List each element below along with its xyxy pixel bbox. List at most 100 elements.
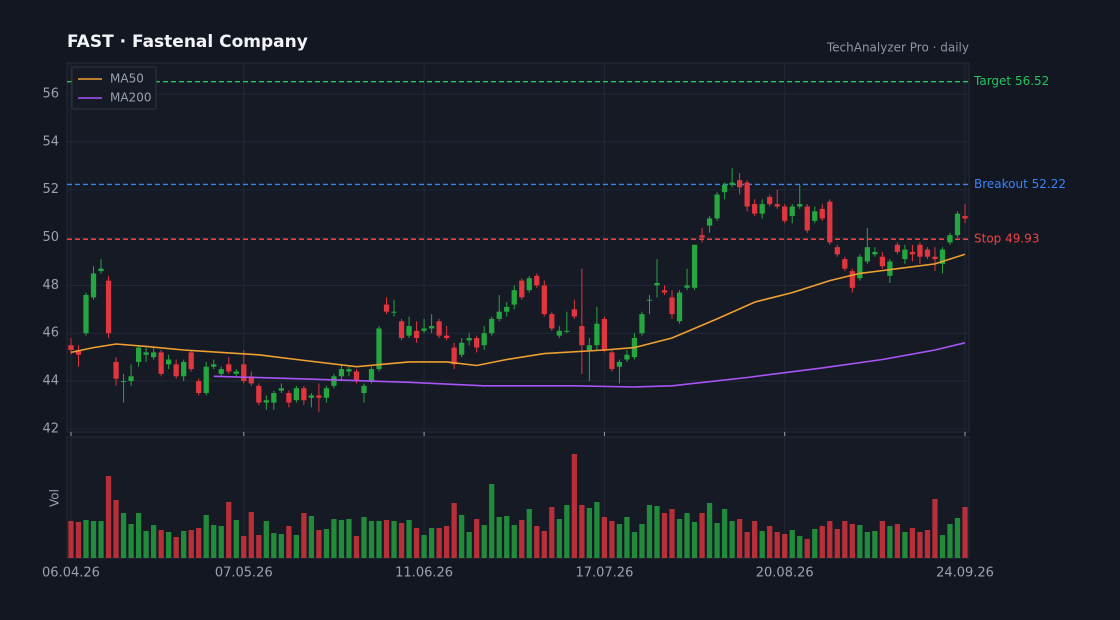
volume-bar: [691, 522, 698, 558]
y-tick-label: 42: [42, 421, 59, 436]
candle-body: [233, 371, 239, 374]
volume-bar: [398, 523, 405, 558]
volume-bar: [203, 515, 209, 558]
candle-body: [211, 364, 217, 367]
candle-body: [248, 376, 254, 384]
volume-bar: [714, 523, 720, 558]
candle-body: [443, 335, 450, 339]
volume-bar: [729, 521, 735, 558]
volume-bar: [887, 526, 893, 558]
volume-bar: [68, 521, 74, 558]
candle-body: [293, 388, 299, 401]
volume-bar: [376, 521, 382, 558]
candle-body: [150, 352, 157, 358]
candle-body: [962, 216, 968, 219]
candle-body: [767, 196, 773, 205]
volume-bar: [767, 526, 773, 558]
candle-body: [519, 280, 525, 298]
candle-body: [639, 314, 645, 334]
volume-bar: [541, 531, 547, 558]
candle-body: [391, 311, 397, 313]
y-tick-label: 54: [42, 134, 59, 149]
volume-bar: [105, 476, 112, 558]
volume-bar: [301, 513, 307, 558]
candle-body: [872, 251, 878, 255]
chart-title: FAST · Fastenal Company: [67, 32, 308, 52]
candle-body: [752, 204, 758, 214]
candle-body: [827, 201, 833, 243]
candle-body: [616, 361, 623, 367]
candle-body: [489, 318, 495, 334]
volume-bar: [827, 521, 833, 558]
x-tick-label: 11.06.26: [395, 566, 453, 581]
volume-bar: [819, 526, 825, 558]
volume-bar: [902, 532, 908, 558]
x-tick-label: 07.05.26: [215, 566, 273, 581]
volume-bar: [226, 502, 232, 558]
volume-bar: [932, 499, 938, 558]
volume-bar: [534, 526, 540, 558]
volume-bar: [759, 531, 765, 558]
candle-body: [323, 388, 330, 398]
volume-bar: [443, 526, 450, 558]
volume-bar: [909, 528, 916, 558]
candle-body: [75, 349, 82, 355]
volume-bar: [872, 531, 878, 558]
candle-body: [421, 328, 427, 331]
volume-bar: [744, 532, 750, 558]
candle-body: [113, 361, 119, 379]
volume-bar: [218, 526, 224, 558]
candle-body: [459, 342, 465, 355]
volume-bar: [947, 524, 953, 558]
volume-bar: [737, 519, 743, 558]
volume-bar: [271, 533, 277, 558]
volume-bar: [293, 535, 299, 558]
volume-bar: [150, 525, 157, 558]
volume-bar: [699, 513, 705, 558]
candle-body: [834, 247, 840, 255]
volume-bar: [504, 516, 510, 558]
volume-bar: [489, 484, 495, 558]
candle-body: [676, 292, 683, 322]
volume-bar: [549, 507, 555, 558]
volume-bar: [511, 525, 517, 558]
volume-bar: [383, 520, 390, 558]
candle-body: [301, 388, 307, 401]
volume-bar: [451, 503, 457, 558]
candle-body: [406, 326, 412, 336]
candle-body: [158, 352, 164, 374]
volume-bar: [391, 521, 397, 558]
candle-body: [353, 371, 360, 382]
volume-bar: [684, 513, 690, 558]
candle-body: [932, 256, 938, 260]
volume-bar: [421, 535, 427, 558]
candle-body: [338, 369, 345, 377]
volume-bar: [752, 521, 758, 558]
volume-bar: [466, 532, 472, 558]
volume-bar: [481, 525, 487, 558]
volume-bar: [586, 508, 593, 558]
candle-body: [271, 393, 277, 403]
candle-body: [759, 204, 765, 214]
candle-body: [331, 376, 337, 386]
volume-bar: [624, 517, 630, 558]
volume-bar: [241, 536, 247, 558]
volume-bar: [331, 519, 337, 558]
candle-body: [218, 369, 224, 374]
volume-bar: [857, 525, 863, 558]
volume-bar: [166, 532, 172, 558]
candle-body: [646, 299, 653, 301]
volume-bar: [864, 532, 870, 558]
volume-bar: [661, 513, 668, 558]
y-tick-label: 48: [42, 278, 59, 293]
volume-bar: [158, 530, 164, 558]
candle-body: [579, 326, 585, 346]
volume-bar: [256, 535, 262, 558]
volume-bar: [939, 535, 946, 558]
candle-body: [135, 347, 142, 362]
candle-body: [173, 364, 179, 377]
candle-body: [819, 208, 825, 219]
candle-body: [594, 323, 600, 346]
volume-bar: [774, 532, 780, 558]
